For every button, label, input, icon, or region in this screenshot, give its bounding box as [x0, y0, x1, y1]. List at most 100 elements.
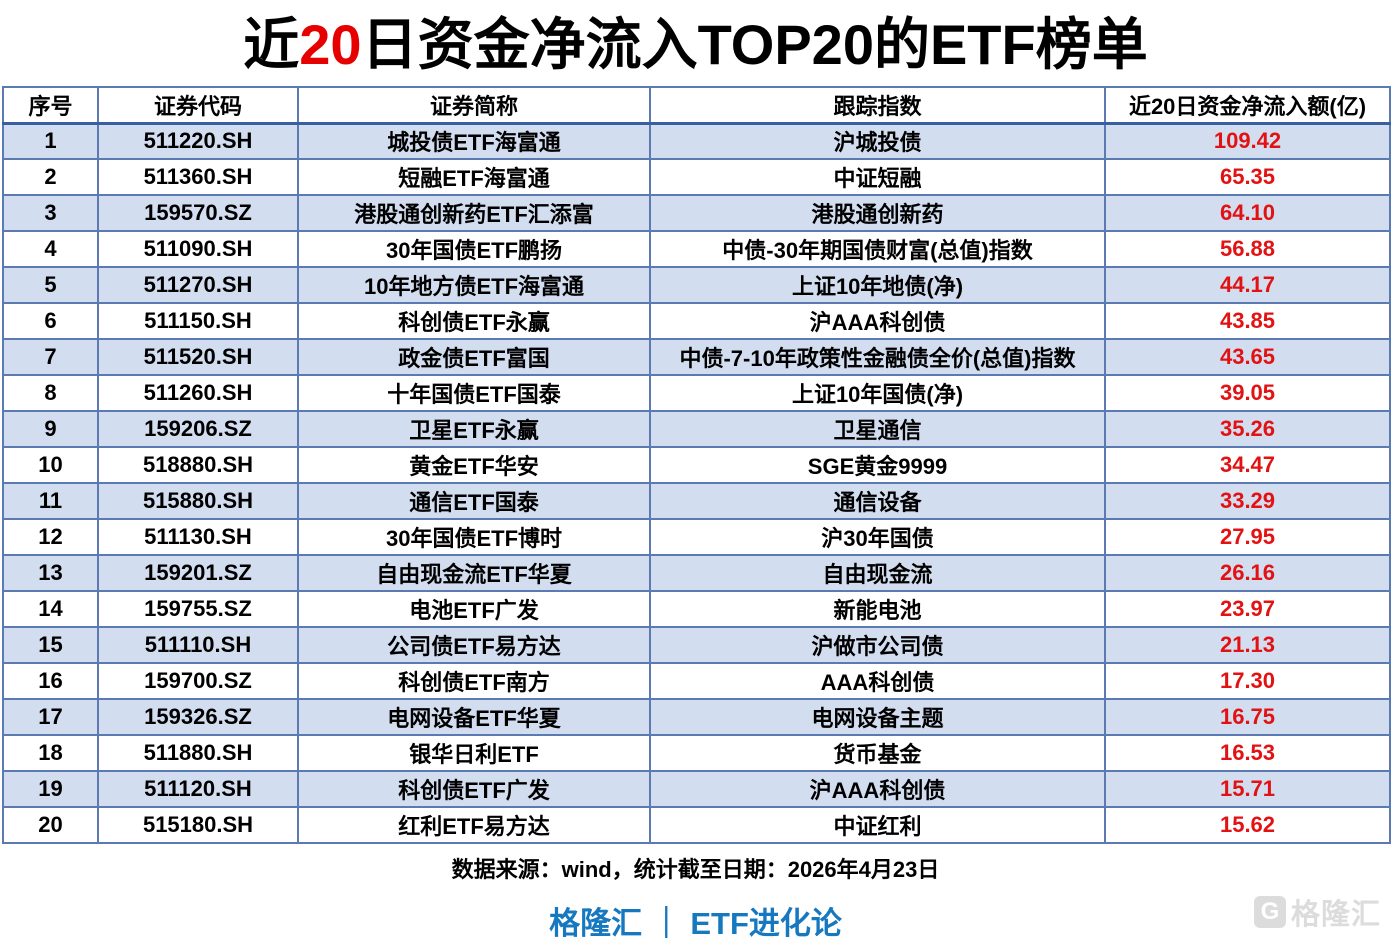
cell-name: 科创债ETF南方 — [297, 662, 651, 700]
table-row: 2 511360.SH 短融ETF海富通 中证短融 65.35 — [2, 158, 1391, 196]
table-row: 12 511130.SH 30年国债ETF博时 沪30年国债 27.95 — [2, 518, 1391, 556]
cell-code: 159201.SZ — [97, 554, 299, 592]
cell-index: 港股通创新药 — [649, 194, 1106, 232]
cell-code: 511090.SH — [97, 230, 299, 268]
cell-index: 沪做市公司债 — [649, 626, 1106, 664]
cell-name: 港股通创新药ETF汇添富 — [297, 194, 651, 232]
table-row: 19 511120.SH 科创债ETF广发 沪AAA科创债 15.71 — [2, 770, 1391, 808]
cell-index: 沪AAA科创债 — [649, 770, 1106, 808]
cell-name: 电池ETF广发 — [297, 590, 651, 628]
table-row: 1 511220.SH 城投债ETF海富通 沪城投债 109.42 — [2, 122, 1391, 160]
cell-inflow: 34.47 — [1104, 446, 1391, 484]
table-row: 13 159201.SZ 自由现金流ETF华夏 自由现金流 26.16 — [2, 554, 1391, 592]
cell-name: 30年国债ETF博时 — [297, 518, 651, 556]
cell-inflow: 17.30 — [1104, 662, 1391, 700]
cell-code: 511520.SH — [97, 338, 299, 376]
cell-name: 红利ETF易方达 — [297, 806, 651, 844]
gelonghui-logo-icon: G — [1253, 896, 1286, 928]
cell-rank: 19 — [2, 770, 99, 808]
cell-inflow: 43.65 — [1104, 338, 1391, 376]
cell-rank: 4 — [2, 230, 99, 268]
cell-code: 159326.SZ — [97, 698, 299, 736]
cell-code: 159206.SZ — [97, 410, 299, 448]
cell-rank: 2 — [2, 158, 99, 196]
header-inflow: 近20日资金净流入额(亿) — [1104, 86, 1391, 125]
cell-rank: 17 — [2, 698, 99, 736]
cell-inflow: 15.62 — [1104, 806, 1391, 844]
cell-name: 自由现金流ETF华夏 — [297, 554, 651, 592]
table-row: 14 159755.SZ 电池ETF广发 新能电池 23.97 — [2, 590, 1391, 628]
cell-code: 511130.SH — [97, 518, 299, 556]
cell-inflow: 56.88 — [1104, 230, 1391, 268]
cell-rank: 13 — [2, 554, 99, 592]
cell-inflow: 15.71 — [1104, 770, 1391, 808]
table-row: 5 511270.SH 10年地方债ETF海富通 上证10年地债(净) 44.17 — [2, 266, 1391, 304]
cell-index: 电网设备主题 — [649, 698, 1106, 736]
table-row: 10 518880.SH 黄金ETF华安 SGE黄金9999 34.47 — [2, 446, 1391, 484]
cell-inflow: 35.26 — [1104, 410, 1391, 448]
table-row: 15 511110.SH 公司债ETF易方达 沪做市公司债 21.13 — [2, 626, 1391, 664]
table-row: 16 159700.SZ 科创债ETF南方 AAA科创债 17.30 — [2, 662, 1391, 700]
table-row: 6 511150.SH 科创债ETF永赢 沪AAA科创债 43.85 — [2, 302, 1391, 340]
cell-index: 自由现金流 — [649, 554, 1106, 592]
cell-rank: 1 — [2, 122, 99, 160]
cell-inflow: 39.05 — [1104, 374, 1391, 412]
table-row: 20 515180.SH 红利ETF易方达 中证红利 15.62 — [2, 806, 1391, 844]
cell-index: 中证短融 — [649, 158, 1106, 196]
data-source-note: 数据来源：wind，统计截至日期：2026年4月23日 — [451, 857, 940, 882]
cell-code: 511360.SH — [97, 158, 299, 196]
cell-index: 货币基金 — [649, 734, 1106, 772]
cell-rank: 20 — [2, 806, 99, 844]
watermark-text: 格隆汇 — [1290, 899, 1381, 931]
cell-name: 黄金ETF华安 — [297, 446, 651, 484]
etf-table: 序号 证券代码 证券简称 跟踪指数 近20日资金净流入额(亿) 1 511220.… — [2, 86, 1391, 844]
cell-code: 159570.SZ — [97, 194, 299, 232]
cell-index: 沪城投债 — [649, 122, 1106, 160]
cell-code: 511880.SH — [97, 734, 299, 772]
cell-name: 电网设备ETF华夏 — [297, 698, 651, 736]
cell-rank: 3 — [2, 194, 99, 232]
cell-code: 511110.SH — [97, 626, 299, 664]
cell-name: 卫星ETF永赢 — [297, 410, 651, 448]
table-row: 7 511520.SH 政金债ETF富国 中债-7-10年政策性金融债全价(总值)指数… — [2, 338, 1391, 376]
header-code: 证券代码 — [97, 86, 299, 125]
table-header-row: 序号 证券代码 证券简称 跟踪指数 近20日资金净流入额(亿) — [2, 86, 1391, 125]
cell-rank: 14 — [2, 590, 99, 628]
cell-rank: 6 — [2, 302, 99, 340]
cell-inflow: 27.95 — [1104, 518, 1391, 556]
cell-code: 511220.SH — [97, 122, 299, 160]
table-row: 8 511260.SH 十年国债ETF国泰 上证10年国债(净) 39.05 — [2, 374, 1391, 412]
cell-rank: 7 — [2, 338, 99, 376]
cell-rank: 8 — [2, 374, 99, 412]
cell-index: 中债-7-10年政策性金融债全价(总值)指数 — [649, 338, 1106, 376]
table-row: 18 511880.SH 银华日利ETF 货币基金 16.53 — [2, 734, 1391, 772]
cell-inflow: 43.85 — [1104, 302, 1391, 340]
cell-index: 上证10年地债(净) — [649, 266, 1106, 304]
cell-name: 30年国债ETF鹏扬 — [297, 230, 651, 268]
table-row: 17 159326.SZ 电网设备ETF华夏 电网设备主题 16.75 — [2, 698, 1391, 736]
cell-index: 新能电池 — [649, 590, 1106, 628]
cell-inflow: 26.16 — [1104, 554, 1391, 592]
cell-name: 短融ETF海富通 — [297, 158, 651, 196]
cell-inflow: 16.53 — [1104, 734, 1391, 772]
cell-code: 511150.SH — [97, 302, 299, 340]
table-body: 1 511220.SH 城投债ETF海富通 沪城投债 109.42 2 511360.SH 短… — [2, 122, 1391, 844]
header-rank: 序号 — [2, 86, 99, 125]
cell-index: SGE黄金9999 — [649, 446, 1106, 484]
cell-code: 511260.SH — [97, 374, 299, 412]
cell-inflow: 21.13 — [1104, 626, 1391, 664]
cell-name: 科创债ETF广发 — [297, 770, 651, 808]
cell-code: 515880.SH — [97, 482, 299, 520]
cell-code: 518880.SH — [97, 446, 299, 484]
cell-inflow: 65.35 — [1104, 158, 1391, 196]
cell-index: 中债-30年期国债财富(总值)指数 — [649, 230, 1106, 268]
cell-rank: 12 — [2, 518, 99, 556]
cell-index: 通信设备 — [649, 482, 1106, 520]
cell-inflow: 44.17 — [1104, 266, 1391, 304]
cell-inflow: 64.10 — [1104, 194, 1391, 232]
cell-rank: 16 — [2, 662, 99, 700]
cell-code: 511270.SH — [97, 266, 299, 304]
table-row: 11 515880.SH 通信ETF国泰 通信设备 33.29 — [2, 482, 1391, 520]
cell-index: 卫星通信 — [649, 410, 1106, 448]
cell-rank: 9 — [2, 410, 99, 448]
